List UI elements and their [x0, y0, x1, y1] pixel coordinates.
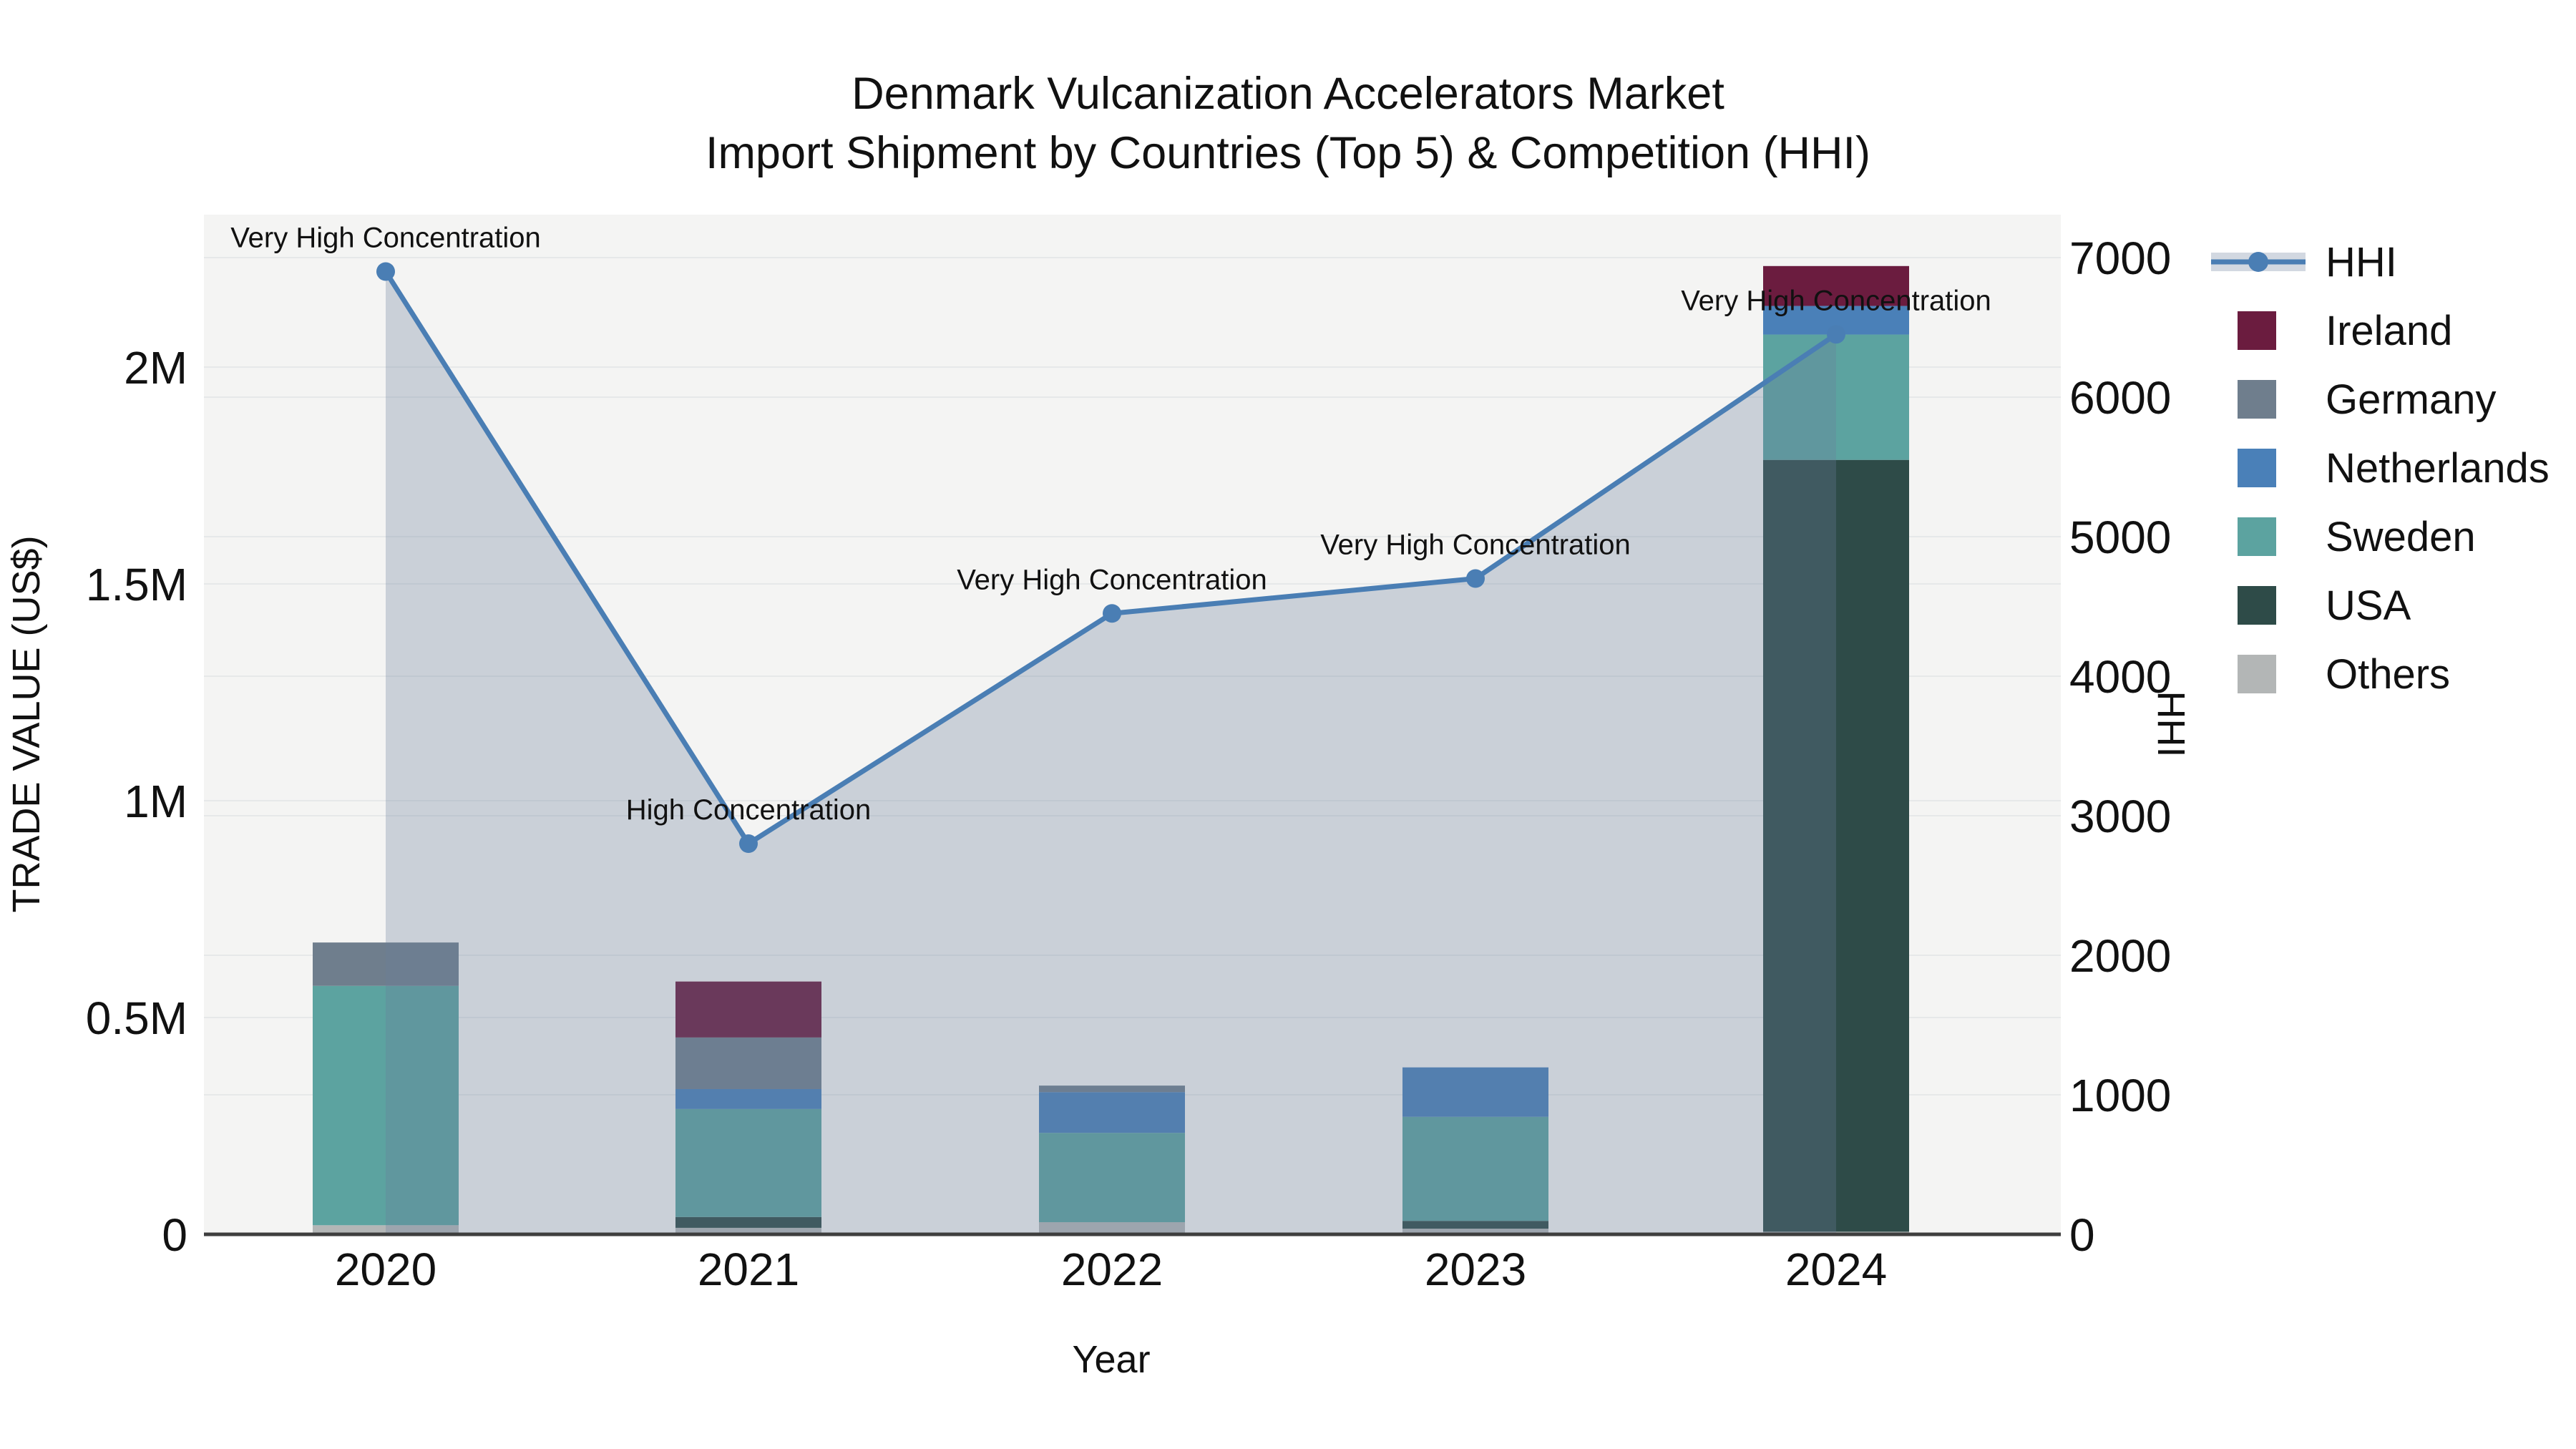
hhi-marker-2021[interactable] [739, 834, 758, 853]
right-tick-1000: 1000 [2069, 1070, 2171, 1121]
x-tick-2022: 2022 [1061, 1244, 1163, 1295]
left-tick-1-5m: 1.5M [86, 559, 187, 610]
hhi-marker-2024[interactable] [1827, 325, 1845, 344]
left-tick-1m: 1M [124, 776, 187, 827]
legend-label-ireland: Ireland [2326, 308, 2452, 354]
bar-2020-others[interactable] [313, 1225, 459, 1234]
hhi-line [376, 262, 1845, 853]
hhi-marker-2023[interactable] [1466, 569, 1485, 588]
x-tick-2020: 2020 [335, 1244, 436, 1295]
gridlines [204, 257, 2061, 1096]
left-y-axis-title: TRADE VALUE (US$) [5, 535, 48, 912]
legend-item-usa[interactable]: USA [2238, 582, 2411, 629]
x-axis-ticks: 2020 2021 2022 2023 2024 [335, 1244, 1887, 1295]
hhi-area-fill [386, 271, 1836, 1234]
legend-swatch-ireland [2238, 311, 2276, 350]
legend-item-hhi[interactable]: HHI [2211, 239, 2397, 286]
legend-swatch-sweden [2238, 517, 2276, 556]
legend-swatch-netherlands [2238, 449, 2276, 487]
legend-label-sweden: Sweden [2326, 514, 2476, 560]
right-tick-4000: 4000 [2069, 651, 2171, 703]
hhi-annotation-2020: Very High Concentration [230, 223, 541, 254]
hhi-marker-2020[interactable] [376, 262, 395, 281]
bar-2023-sweden[interactable] [1402, 1116, 1548, 1221]
bar-2021-sweden[interactable] [675, 1108, 821, 1217]
left-tick-0: 0 [162, 1209, 187, 1261]
hhi-annotation-2022: Very High Concentration [957, 564, 1267, 595]
chart-title-line2: Import Shipment by Countries (Top 5) & C… [706, 128, 1870, 178]
hhi-annotation-2023: Very High Concentration [1320, 530, 1631, 561]
legend-label-hhi: HHI [2326, 239, 2397, 286]
bar-2020-germany[interactable] [313, 942, 459, 986]
x-tick-2024: 2024 [1785, 1244, 1887, 1295]
left-tick-0-5m: 0.5M [86, 992, 187, 1044]
bar-2022-sweden[interactable] [1039, 1133, 1185, 1223]
bar-2024-usa[interactable] [1763, 459, 1909, 1232]
legend-item-netherlands[interactable]: Netherlands [2238, 445, 2550, 492]
bar-2020-sweden[interactable] [313, 985, 459, 1226]
right-y-axis-title: HHI [2150, 691, 2192, 758]
legend-item-ireland[interactable]: Ireland [2238, 308, 2452, 354]
bar-2021-others[interactable] [675, 1227, 821, 1234]
legend-label-germany: Germany [2326, 376, 2497, 423]
hhi-marker-2022[interactable] [1103, 604, 1121, 623]
x-axis-title: Year [1072, 1338, 1150, 1381]
right-tick-5000: 5000 [2069, 512, 2171, 563]
legend: HHI Ireland Germany Netherlands Sweden USA Oth… [2211, 239, 2550, 698]
hhi-annotation-2024: Very High Concentration [1681, 285, 1991, 316]
bar-2024-sweden[interactable] [1763, 334, 1909, 460]
legend-label-usa: USA [2326, 582, 2411, 629]
right-tick-3000: 3000 [2069, 791, 2171, 842]
legend-label-others: Others [2326, 651, 2450, 698]
plot-area [204, 215, 2061, 1234]
bar-2022-germany[interactable] [1039, 1085, 1185, 1093]
left-tick-2m: 2M [124, 342, 187, 394]
left-axis-ticks: 0 0.5M 1M 1.5M 2M [86, 342, 187, 1261]
bar-2021-netherlands[interactable] [675, 1088, 821, 1109]
right-axis-ticks: 0 1000 2000 3000 4000 5000 6000 7000 [2069, 233, 2171, 1261]
bar-2024-ireland[interactable] [1763, 265, 1909, 306]
bar-2021-ireland[interactable] [675, 981, 821, 1038]
legend-item-sweden[interactable]: Sweden [2238, 514, 2476, 560]
legend-swatch-others [2238, 655, 2276, 693]
right-tick-2000: 2000 [2069, 930, 2171, 982]
x-tick-2023: 2023 [1425, 1244, 1526, 1295]
legend-item-others[interactable]: Others [2238, 651, 2450, 698]
legend-label-netherlands: Netherlands [2326, 445, 2550, 492]
right-tick-0: 0 [2069, 1209, 2095, 1261]
bar-2023-others[interactable] [1402, 1229, 1548, 1234]
bar-2021-germany[interactable] [675, 1037, 821, 1089]
x-tick-2021: 2021 [698, 1244, 799, 1295]
bar-2022-others[interactable] [1039, 1222, 1185, 1234]
bar-2023-netherlands[interactable] [1402, 1067, 1548, 1117]
hhi-area [386, 271, 1836, 1234]
legend-swatch-germany [2238, 380, 2276, 419]
right-tick-6000: 6000 [2069, 372, 2171, 424]
hhi-annotation-2021: High Concentration [626, 794, 871, 826]
legend-marker-hhi [2248, 252, 2268, 272]
legend-swatch-usa [2238, 586, 2276, 625]
bar-2021-usa[interactable] [675, 1216, 821, 1228]
bar-2022-netherlands[interactable] [1039, 1092, 1185, 1133]
stacked-bars [313, 265, 1909, 1234]
right-tick-7000: 7000 [2069, 233, 2171, 284]
legend-item-germany[interactable]: Germany [2238, 376, 2497, 423]
bar-2023-usa[interactable] [1402, 1221, 1548, 1229]
hhi-annotations: Very High Concentration High Concentratio… [230, 223, 1991, 826]
chart-title-line1: Denmark Vulcanization Accelerators Marke… [852, 69, 1724, 119]
